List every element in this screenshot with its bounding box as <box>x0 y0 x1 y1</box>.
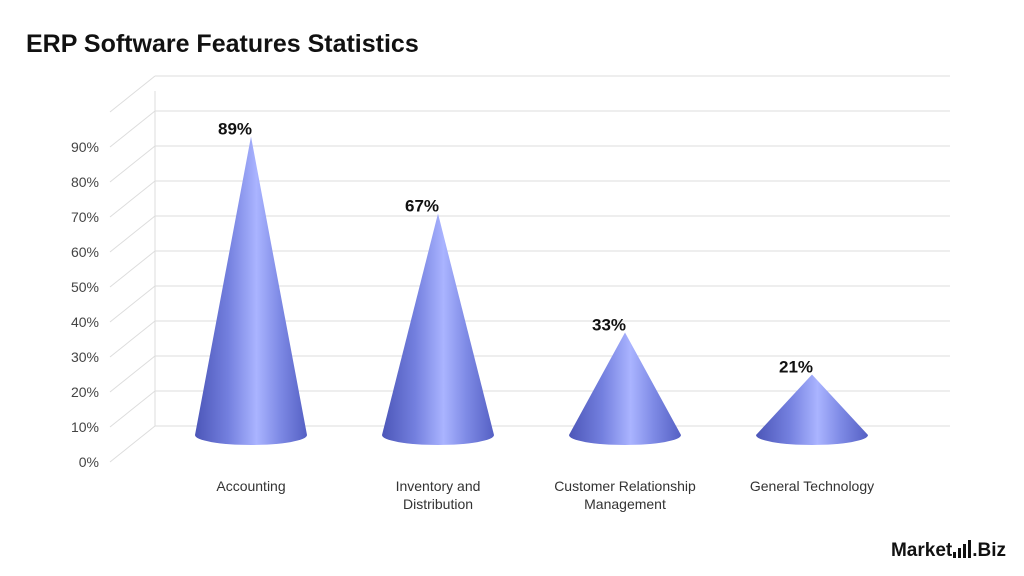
y-tick-label: 30% <box>71 349 99 365</box>
cone-body <box>569 332 681 445</box>
bar-chart-icon <box>953 540 972 558</box>
x-tick-label: Management <box>584 496 666 512</box>
data-label: 67% <box>405 197 439 216</box>
brand-name-right: .Biz <box>972 540 1006 561</box>
cone-2 <box>569 332 681 445</box>
y-tick-label: 20% <box>71 384 99 400</box>
gridline-floor <box>109 180 156 218</box>
y-tick-label: 50% <box>71 279 99 295</box>
y-axis-ticks: 0% 10% 20% 30% 40% 50% 60% 70% 80% 90% <box>71 139 99 470</box>
gridline-floor <box>109 75 156 113</box>
gridline-floor <box>109 390 156 428</box>
brand-name-left: Market <box>890 540 953 561</box>
cone-body <box>195 136 307 445</box>
y-tick-label: 10% <box>71 419 99 435</box>
gridline-floor <box>109 425 156 463</box>
data-label: 21% <box>779 358 813 377</box>
gridline-floor <box>109 145 156 183</box>
cone-0 <box>195 136 307 445</box>
cone-3 <box>756 374 868 445</box>
x-tick-label: Customer Relationship <box>554 478 696 494</box>
gridline-floor <box>109 110 156 148</box>
gridline-floor <box>109 250 156 288</box>
x-tick-label: Distribution <box>403 496 473 512</box>
x-tick-label: Inventory and <box>396 478 481 494</box>
y-tick-label: 70% <box>71 209 99 225</box>
x-tick-label: General Technology <box>750 478 874 494</box>
y-tick-label: 0% <box>79 454 99 470</box>
y-tick-label: 90% <box>71 139 99 155</box>
gridline-floor <box>109 215 156 253</box>
brand-logo: Market .Biz <box>891 540 1006 562</box>
data-label: 33% <box>592 316 626 335</box>
cone-body <box>756 374 868 445</box>
y-tick-label: 40% <box>71 314 99 330</box>
gridline-floor <box>109 285 156 323</box>
gridline-floor <box>109 355 156 393</box>
data-label: 89% <box>218 120 252 139</box>
cone-1 <box>382 213 494 445</box>
gridline-floor <box>109 320 156 358</box>
value-labels: 89% 67% 33% 21% <box>218 120 813 377</box>
cones <box>195 136 868 445</box>
cone-body <box>382 213 494 445</box>
x-tick-label: Accounting <box>216 478 285 494</box>
y-tick-label: 60% <box>71 244 99 260</box>
category-labels: Accounting Inventory and Distribution Custo… <box>216 478 874 512</box>
chart-title: ERP Software Features Statistics <box>26 30 419 58</box>
y-tick-label: 80% <box>71 174 99 190</box>
